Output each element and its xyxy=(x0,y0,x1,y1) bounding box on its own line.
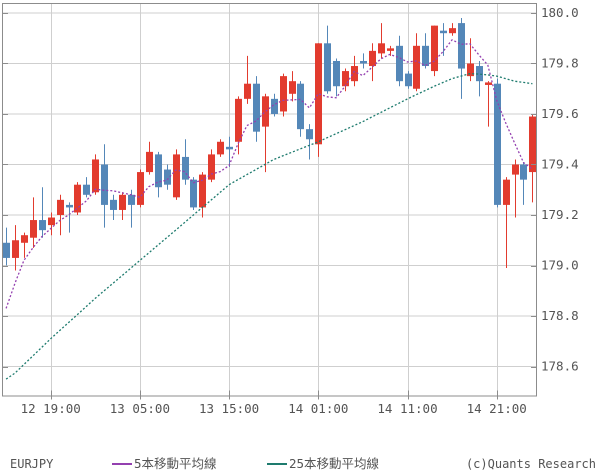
candle-up xyxy=(387,48,394,51)
candle-up xyxy=(529,116,536,173)
candle-down xyxy=(83,184,90,195)
candle-up xyxy=(74,184,81,213)
candle-up xyxy=(342,71,349,87)
candle-down xyxy=(3,242,10,258)
candle-up xyxy=(280,76,287,112)
candle-up xyxy=(57,199,64,215)
candle-down xyxy=(66,204,73,208)
candle-down xyxy=(297,83,304,130)
x-tick-label: 14 01:00 xyxy=(288,401,348,416)
y-tick-label: 179.6 xyxy=(541,106,579,121)
candle-down xyxy=(39,220,46,231)
candle-down xyxy=(226,146,233,150)
candle-down xyxy=(440,30,447,34)
candle-up xyxy=(199,174,206,208)
candle-up xyxy=(235,98,242,142)
copyright-label: (c)Quants Research xyxy=(465,457,596,471)
candle-up xyxy=(217,141,224,155)
candle-down xyxy=(164,169,171,185)
candle-up xyxy=(21,235,28,243)
candle-up xyxy=(449,28,456,34)
candle-down xyxy=(306,129,313,140)
candle-up xyxy=(244,83,251,99)
candle-up xyxy=(30,220,37,238)
candle-up xyxy=(351,66,358,82)
candle-down xyxy=(253,83,260,132)
candle-down xyxy=(324,43,331,92)
candle-down xyxy=(494,83,501,205)
candle-down xyxy=(422,45,429,67)
candle-down xyxy=(271,98,278,114)
candle-up xyxy=(315,43,322,145)
candle-up xyxy=(119,194,126,210)
candle-down xyxy=(476,66,483,82)
candle-up xyxy=(173,154,180,198)
x-tick-label: 12 19:00 xyxy=(21,401,81,416)
plot-frame xyxy=(2,3,537,397)
candle-down xyxy=(182,156,189,180)
candle-down xyxy=(396,45,403,82)
candle-up xyxy=(467,63,474,77)
y-tick-label: 178.6 xyxy=(541,359,579,374)
x-tick-label: 13 15:00 xyxy=(199,401,259,416)
candle-down xyxy=(190,179,197,208)
x-tick-label: 14 21:00 xyxy=(467,401,527,416)
candle-down xyxy=(458,23,465,69)
candle-up xyxy=(485,82,492,85)
ma5-line xyxy=(5,38,533,309)
ma25-legend-label: 25本移動平均線 xyxy=(289,456,380,471)
ma5-legend-label: 5本移動平均線 xyxy=(134,456,217,471)
candle-down xyxy=(110,199,117,210)
symbol-label: EURJPY xyxy=(10,457,54,471)
candle-down xyxy=(360,60,367,64)
candle-up xyxy=(146,151,153,173)
candle-down xyxy=(333,60,340,87)
candle-down xyxy=(101,164,108,205)
candle-up xyxy=(137,172,144,205)
y-tick-label: 179.0 xyxy=(541,258,579,273)
candle-up xyxy=(503,179,510,205)
candle-up xyxy=(431,25,438,72)
ma25-legend-swatch-line xyxy=(267,463,287,465)
candle-up xyxy=(413,45,420,89)
candle-up xyxy=(378,43,385,54)
y-tick-label: 179.8 xyxy=(541,56,579,71)
x-tick-label: 14 11:00 xyxy=(377,401,437,416)
candle-down xyxy=(155,154,162,188)
legend-item-ma5: 5本移動平均線 xyxy=(112,457,217,471)
ma25-line xyxy=(5,72,533,380)
ma5-legend-swatch-line xyxy=(112,463,132,465)
y-tick-label: 180.0 xyxy=(541,5,579,20)
candle-down xyxy=(128,194,135,205)
candle-up xyxy=(289,81,296,94)
candle-down xyxy=(520,164,527,180)
y-tick-label: 178.8 xyxy=(541,308,579,323)
candle-up xyxy=(12,240,19,258)
candle-down xyxy=(405,73,412,87)
candle-up xyxy=(262,96,269,127)
legend-item-ma25: 25本移動平均線 xyxy=(267,457,379,471)
candle-up xyxy=(512,164,519,175)
y-tick-label: 179.2 xyxy=(541,207,579,222)
candle-up xyxy=(208,154,215,180)
candle-up xyxy=(48,217,55,226)
candle-up xyxy=(92,159,99,193)
y-tick-label: 179.4 xyxy=(541,157,579,172)
candle-up xyxy=(369,50,376,67)
x-tick-label: 13 05:00 xyxy=(110,401,170,416)
